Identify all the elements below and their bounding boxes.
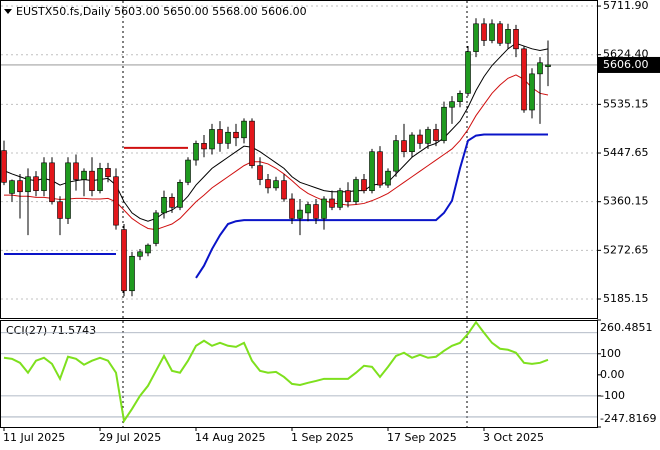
indicator-line: [4, 74, 549, 231]
candle-body: [25, 176, 31, 193]
candle-body: [33, 176, 39, 191]
y-tick-label: 0.00: [600, 368, 625, 381]
candle-body: [505, 29, 511, 44]
candle-body: [529, 73, 535, 111]
indicator-line: [195, 133, 548, 279]
y-tick-label: 260.4851: [600, 321, 653, 334]
cci-line: [3, 320, 549, 424]
y-tick-label: 5711.90: [603, 0, 649, 12]
candle-body: [225, 131, 231, 144]
candle-body: [265, 179, 271, 189]
candle-body: [465, 51, 471, 94]
candle-body: [361, 179, 367, 191]
candle-body: [193, 143, 199, 161]
candle-body: [329, 198, 335, 208]
candle-body: [153, 212, 159, 244]
x-tick-label: 17 Sep 2025: [387, 431, 457, 444]
candle-body: [113, 176, 119, 226]
candle-body: [161, 197, 167, 214]
y-tick-label: 5535.15: [603, 97, 649, 110]
candle-body: [137, 251, 143, 257]
y-tick-label: 5360.15: [603, 195, 649, 208]
candle-body: [305, 204, 311, 214]
candle-body: [401, 140, 407, 153]
x-tick-label: 3 Oct 2025: [483, 431, 544, 444]
candle-body: [385, 170, 391, 186]
candle-body: [409, 134, 415, 153]
cci-header: CCI(27) 71.5743: [6, 324, 96, 337]
candle-body: [297, 209, 303, 219]
candle-body: [273, 180, 279, 189]
candle-body: [433, 129, 439, 141]
candle-body: [441, 106, 447, 141]
candle-body: [241, 120, 247, 139]
candle-body: [41, 162, 47, 191]
candle-body: [97, 168, 103, 191]
candle-body: [313, 204, 319, 219]
candle-body: [545, 64, 551, 67]
candle-body: [65, 162, 71, 219]
collapse-arrow[interactable]: [4, 9, 12, 14]
price-panel: [0, 0, 598, 319]
candle-body: [489, 23, 495, 41]
candle-body: [57, 201, 63, 219]
last-price-tag: [598, 56, 660, 73]
candle-body: [201, 143, 207, 150]
candle-body: [345, 190, 351, 203]
candle-body: [145, 244, 151, 254]
candle-body: [393, 140, 399, 172]
candle-body: [481, 23, 487, 41]
candle-body: [353, 179, 359, 203]
y-tick-label: 5272.65: [603, 243, 649, 256]
candle-body: [9, 180, 15, 194]
candle-body: [17, 180, 23, 193]
candle-body: [233, 131, 239, 139]
candle-body: [521, 48, 527, 111]
candle-body: [377, 151, 383, 186]
candle-body: [497, 23, 503, 44]
candle-body: [129, 255, 135, 292]
candle-body: [337, 190, 343, 208]
y-tick-label: -100: [600, 389, 625, 402]
candle-body: [209, 129, 215, 150]
x-tick-label: 14 Aug 2025: [195, 431, 265, 444]
x-tick-label: 11 Jul 2025: [3, 431, 65, 444]
candle-body: [513, 29, 519, 50]
candle-body: [121, 229, 127, 292]
candle-body: [89, 170, 95, 191]
candle-body: [473, 23, 479, 52]
price-header: EUSTX50.fs,Daily 5603.00 5650.00 5568.00…: [16, 5, 307, 18]
candle-body: [49, 162, 55, 203]
y-tick-label: 100: [600, 347, 621, 360]
y-tick-label: 5185.15: [603, 292, 649, 305]
x-tick-label: 1 Sep 2025: [291, 431, 354, 444]
last-price-label: 5606.00: [603, 58, 649, 71]
candle-body: [449, 101, 455, 108]
candle-body: [73, 162, 79, 180]
y-tick-label: 5447.65: [603, 146, 649, 159]
cci-panel: [0, 320, 598, 428]
candle-body: [457, 93, 463, 102]
candle-body: [281, 180, 287, 200]
candle-body: [1, 150, 7, 183]
candle-body: [537, 62, 543, 75]
candle-body: [289, 198, 295, 219]
candle-body: [169, 197, 175, 208]
candle-body: [81, 170, 87, 180]
candle-body: [425, 129, 431, 144]
candle-body: [185, 159, 191, 183]
candle-body: [105, 168, 111, 178]
candle-body: [257, 165, 263, 180]
candle-body: [369, 151, 375, 191]
candle-body: [417, 134, 423, 144]
candle-body: [177, 182, 183, 208]
y-tick-label: -247.8169: [600, 412, 656, 425]
candle-body: [321, 198, 327, 219]
candle-body: [249, 120, 255, 166]
x-tick-label: 29 Jul 2025: [99, 431, 161, 444]
candle-body: [217, 129, 223, 144]
